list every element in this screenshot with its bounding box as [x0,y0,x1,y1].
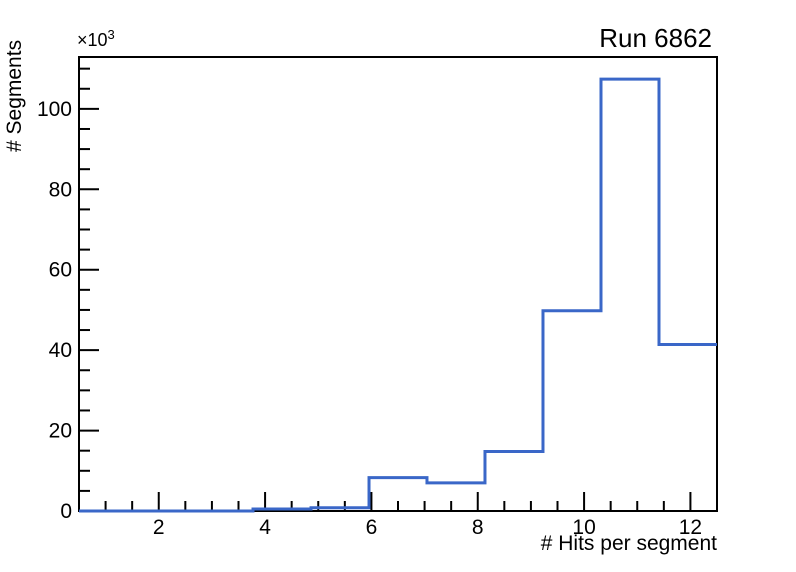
y-tick-label: 40 [49,339,72,362]
y-axis-multiplier: ×103 [77,28,115,50]
x-tick-label: 4 [259,516,271,539]
y-tick-label: 60 [49,259,72,282]
x-tick-label: 8 [472,516,484,539]
x-tick-label: 6 [366,516,378,539]
plot-frame [78,56,718,512]
y-tick-label: 100 [37,98,72,121]
x-axis-title: # Hits per segment [540,532,717,555]
y-tick-label: 0 [60,500,72,523]
x-tick-label: 2 [153,516,165,539]
x-tick-label: 10 [572,516,595,539]
y-axis-title: # Segments [3,39,26,152]
y-axis-multiplier-exponent: 3 [107,27,115,42]
y-axis-multiplier-base: ×10 [77,30,108,50]
y-tick-label: 80 [49,178,72,201]
plot-title: Run 6862 [599,23,712,53]
y-tick-label: 20 [49,420,72,443]
x-tick-label: 12 [679,516,702,539]
histogram-step-line [79,77,717,513]
